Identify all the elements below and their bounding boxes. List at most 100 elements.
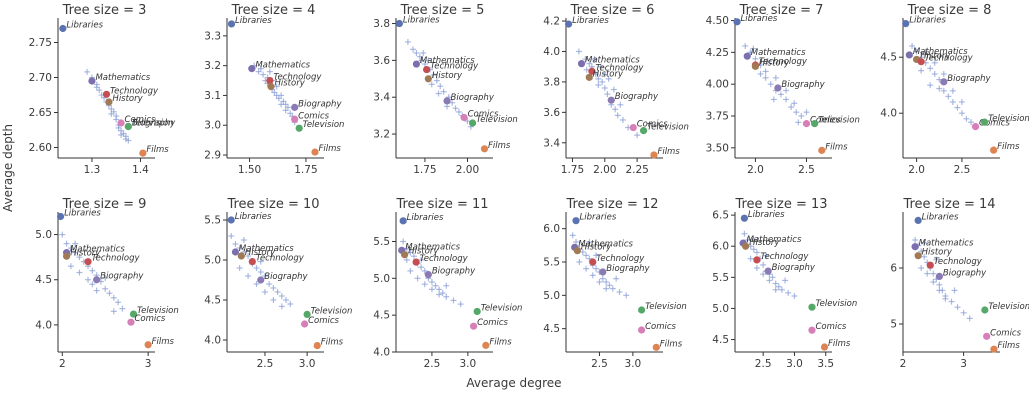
- point-label: Films: [657, 147, 680, 157]
- subplot-grid: Tree size = 3 2.60 2.65 2.70 2.75 1.3 1.4 Libra…: [29, 3, 1029, 370]
- random-tree-marker: [421, 61, 428, 68]
- y-tick-label: 3.0: [204, 120, 221, 132]
- y-tick-label: 2.65: [29, 107, 52, 119]
- point-label: Biography: [264, 272, 308, 282]
- point-television: [124, 122, 132, 131]
- random-tree-marker: [785, 289, 792, 296]
- subplot-title: Tree size = 12: [565, 197, 658, 212]
- y-tick-label: 4.0: [204, 335, 221, 347]
- y-tick-label: 5.5: [712, 272, 729, 284]
- point-label: Films: [489, 337, 512, 347]
- point-films: [313, 342, 321, 350]
- point-mathematics: [743, 52, 751, 60]
- random-tree-marker: [617, 101, 624, 108]
- y-tick-label: 5.0: [204, 255, 221, 267]
- random-tree-marker: [413, 50, 420, 56]
- point-label: Libraries: [403, 16, 440, 26]
- random-tree-marker: [744, 237, 751, 243]
- random-tree-marker: [913, 48, 920, 55]
- point-films: [139, 149, 147, 157]
- point-biography: [291, 103, 299, 111]
- random-tree-marker: [603, 285, 610, 292]
- y-tick-label: 4.25: [706, 47, 729, 59]
- point-label: Libraries: [407, 213, 444, 223]
- random-tree-marker: [766, 277, 773, 284]
- point-label: Libraries: [235, 16, 272, 26]
- point-label: Technology: [759, 57, 808, 67]
- subplot-4: Tree size = 6 3.4 3.6 3.8 4.0 4.2 1.75 2.00 2.25…: [543, 3, 689, 176]
- random-tree-marker: [772, 286, 779, 293]
- random-tree-marker: [428, 286, 435, 293]
- point-label: Biography: [451, 93, 495, 103]
- point-label: Television: [303, 120, 345, 130]
- random-tree-marker: [400, 238, 407, 245]
- subplot-5: Tree size = 7 3.50 3.75 4.00 4.25 4.50 2.0 2.5 L…: [706, 3, 860, 176]
- random-tree-marker: [927, 82, 934, 89]
- point-label: Technology: [273, 73, 322, 83]
- random-tree-marker: [72, 240, 79, 247]
- point-label: History: [245, 248, 276, 258]
- random-tree-marker: [115, 124, 122, 131]
- point-label: Technology: [760, 252, 809, 262]
- random-tree-marker: [760, 271, 767, 278]
- point-history: [573, 247, 581, 255]
- point-label: Comics: [810, 116, 841, 126]
- random-tree-marker: [428, 279, 435, 285]
- random-tree-marker: [931, 59, 938, 66]
- point-films: [820, 343, 829, 351]
- point-comics: [971, 123, 980, 131]
- random-tree-marker: [102, 274, 109, 281]
- point-technology: [412, 258, 420, 266]
- point-label: Technology: [925, 54, 974, 64]
- random-tree-marker: [599, 275, 606, 282]
- subplot-title: Tree size = 9: [62, 197, 147, 212]
- y-tick-label: 5.0: [35, 229, 52, 241]
- point-label: Mathematics: [420, 56, 475, 66]
- point-label: Mathematics: [95, 73, 150, 83]
- random-tree-marker: [420, 50, 427, 56]
- point-label: Biography: [432, 267, 476, 277]
- point-label: Films: [152, 337, 175, 347]
- y-tick-label: 5.0: [712, 303, 729, 315]
- point-films: [652, 343, 660, 351]
- point-label: Television: [988, 114, 1029, 124]
- point-label: Biography: [298, 99, 342, 109]
- random-tree-marker: [966, 315, 973, 322]
- random-tree-marker: [282, 101, 289, 108]
- point-label: Mathematics: [70, 245, 125, 255]
- random-tree-marker: [750, 237, 757, 243]
- random-tree-marker: [791, 100, 798, 107]
- random-tree-marker: [407, 267, 414, 274]
- random-tree-marker: [84, 68, 91, 75]
- point-films: [144, 341, 152, 349]
- random-tree-marker: [762, 68, 769, 75]
- random-tree-marker: [257, 258, 264, 265]
- point-label: Films: [825, 142, 848, 152]
- x-tick-label: 3.5: [817, 358, 834, 370]
- point-comics: [470, 322, 478, 330]
- random-tree-marker: [455, 108, 462, 115]
- random-tree-marker: [421, 267, 428, 274]
- point-label: Comics: [645, 322, 676, 332]
- point-label: Technology: [430, 62, 479, 72]
- random-tree-marker: [278, 92, 285, 99]
- point-label: Biography: [615, 92, 659, 102]
- random-tree-marker: [940, 87, 947, 94]
- point-history: [585, 73, 593, 81]
- random-tree-marker: [936, 281, 943, 288]
- x-tick-label: 2: [900, 358, 907, 370]
- random-tree-marker: [583, 265, 590, 272]
- subplot-title: Tree size = 8: [907, 3, 992, 18]
- random-tree-marker: [436, 286, 443, 293]
- point-label: Comics: [134, 314, 165, 324]
- random-tree-marker: [583, 252, 590, 259]
- y-tick-label: 5.5: [373, 236, 390, 248]
- random-tree-marker: [782, 277, 789, 284]
- y-tick-label: 3.50: [706, 142, 729, 154]
- y-tick-label: 4.50: [706, 15, 729, 27]
- point-label: Mathematics: [255, 61, 310, 71]
- y-tick-label: 6.0: [712, 241, 729, 253]
- point-technology: [917, 58, 925, 66]
- random-tree-marker: [575, 48, 582, 55]
- random-tree-marker: [918, 248, 925, 255]
